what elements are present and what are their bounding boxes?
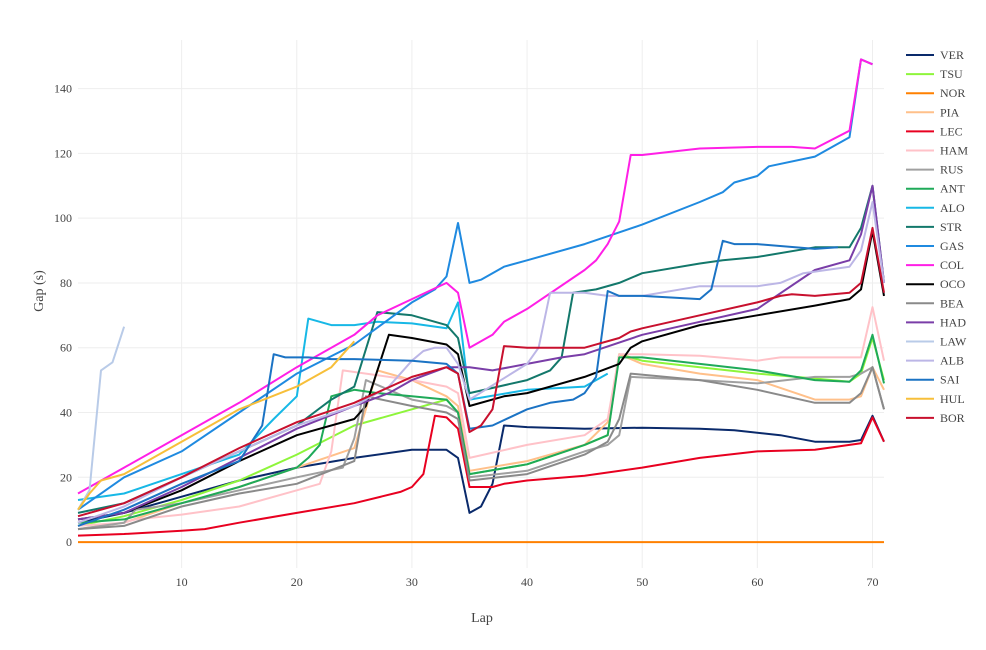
- series-line-ant: [77, 333, 885, 524]
- x-tick-label: 10: [176, 575, 188, 589]
- legend-label-had: HAD: [940, 315, 966, 329]
- series-line-lec: [77, 414, 885, 537]
- series-line-bea: [77, 366, 885, 531]
- series-line-col: [77, 58, 873, 495]
- x-tick-label: 20: [291, 575, 303, 589]
- x-tick-label: 30: [406, 575, 418, 589]
- y-tick-label: 100: [54, 211, 72, 225]
- x-tick-label: 50: [636, 575, 648, 589]
- legend-label-alo: ALO: [940, 201, 965, 215]
- x-tick-label: 40: [521, 575, 533, 589]
- legend-label-alb: ALB: [940, 354, 964, 368]
- legend-label-pia: PIA: [940, 105, 960, 119]
- y-tick-label: 140: [54, 82, 72, 96]
- legend-label-rus: RUS: [940, 163, 963, 177]
- legend-label-lec: LEC: [940, 124, 963, 138]
- legend-label-tsu: TSU: [940, 67, 963, 81]
- y-tick-label: 40: [60, 406, 72, 420]
- series-line-bor: [77, 226, 885, 518]
- x-tick-label: 70: [866, 575, 878, 589]
- grid-lines: [78, 40, 884, 568]
- legend-label-str: STR: [940, 220, 962, 234]
- legend-label-col: COL: [940, 258, 964, 272]
- x-tick-label: 60: [751, 575, 763, 589]
- series-line-alb: [77, 201, 885, 524]
- x-axis-title: Lap: [471, 611, 493, 626]
- y-axis-ticks: 0 20 40 60 80 100 120 140: [54, 82, 72, 549]
- legend-label-law: LAW: [940, 335, 967, 349]
- x-axis-ticks: 10 20 30 40 50 60 70: [176, 575, 879, 589]
- legend-label-oco: OCO: [940, 277, 966, 291]
- legend-label-ant: ANT: [940, 182, 965, 196]
- series-line-ver: [77, 414, 885, 524]
- legend: VER TSU NOR PIA LEC HAM RUS ANT ALO STR GAS COL OCO B…: [906, 48, 968, 425]
- legend-label-ham: HAM: [940, 144, 968, 158]
- series-line-sai: [77, 239, 838, 527]
- y-axis-title: Gap (s): [32, 270, 47, 312]
- series-line-oco: [77, 230, 885, 521]
- legend-label-nor: NOR: [940, 86, 965, 100]
- y-tick-label: 0: [66, 535, 72, 549]
- legend-label-gas: GAS: [940, 239, 964, 253]
- legend-label-bea: BEA: [940, 296, 964, 310]
- series-lines: [77, 58, 885, 544]
- legend-label-hul: HUL: [940, 392, 965, 406]
- y-tick-label: 80: [60, 276, 72, 290]
- series-line-str: [77, 184, 885, 514]
- series-line-ham: [77, 306, 885, 527]
- y-tick-label: 60: [60, 341, 72, 355]
- series-line-hul: [77, 340, 356, 511]
- legend-label-sai: SAI: [940, 373, 959, 387]
- legend-label-ver: VER: [940, 48, 964, 62]
- y-tick-label: 120: [54, 146, 72, 160]
- series-line-had: [77, 184, 885, 521]
- y-tick-label: 20: [60, 470, 72, 484]
- series-line-gas: [77, 58, 873, 511]
- legend-label-bor: BOR: [940, 411, 965, 425]
- series-line-law: [77, 326, 126, 511]
